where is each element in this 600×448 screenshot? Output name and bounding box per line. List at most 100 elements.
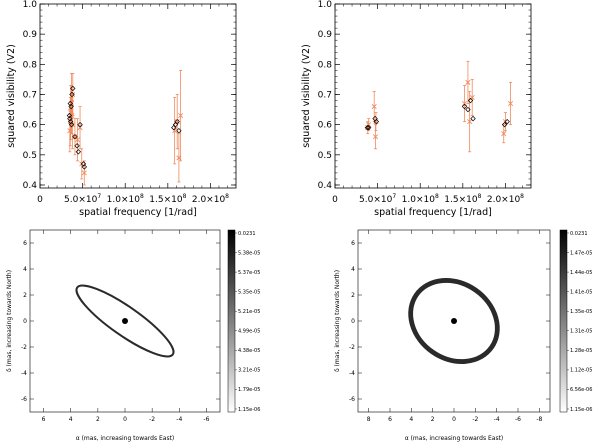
x-tick-label: 0: [37, 195, 43, 205]
y-tick-label: -2: [349, 344, 355, 351]
x-tick-label: -8: [536, 416, 542, 423]
model-diamond: [67, 115, 73, 122]
colorbar-label: 1.41e-05: [570, 289, 592, 295]
model-diamond: [373, 118, 380, 125]
model-diamond: [68, 121, 75, 128]
x-tick-label: 0: [452, 416, 456, 423]
x-tick-exponent: 7: [97, 193, 101, 200]
y-tick-label: 4: [351, 266, 355, 273]
y-tick-label: 0.8: [318, 60, 333, 70]
model-diamond: [176, 127, 182, 134]
x-tick-exponent: 8: [435, 193, 439, 200]
model-diamond: [465, 106, 471, 113]
y-tick-label: -4: [349, 370, 355, 377]
x-axis-label: spatial frequency [1/rad]: [79, 207, 197, 218]
observed-point: [77, 106, 83, 150]
x-tick-mantissa: 1.5×10: [149, 195, 183, 205]
observed-point: [178, 69, 184, 162]
y-tick-label: 0: [351, 318, 355, 325]
y-tick-label: 0.9: [318, 30, 333, 40]
colorbar-label: 0.0231: [570, 231, 588, 237]
colorbar-label: 1.79e-05: [238, 387, 260, 393]
y-tick-label: 0.4: [318, 181, 333, 191]
model-diamond: [80, 161, 87, 167]
observed-point: [372, 124, 378, 150]
x-tick-label: 6: [388, 416, 392, 423]
model-diamond: [364, 124, 371, 131]
observed-point: [81, 160, 87, 186]
model-diamond: [70, 85, 76, 92]
y-tick-label: 0.9: [23, 30, 38, 40]
disk-ring: [408, 278, 500, 364]
colorbar-label: 4.38e-05: [238, 348, 260, 354]
cross-marker: [79, 161, 85, 167]
x-axis-label: α (mas, increasing towards East): [76, 435, 175, 442]
x-tick-exponent: 8: [478, 193, 482, 200]
colorbar-label: 1.28e-05: [570, 348, 592, 354]
x-tick-exponent: 8: [140, 193, 144, 200]
colorbar-label: 1.12e-05: [570, 368, 592, 374]
model-diamond: [470, 115, 476, 122]
cross-marker: [178, 113, 184, 119]
plot-frame: [334, 3, 532, 189]
disk-ring: [75, 284, 175, 358]
cross-marker: [77, 125, 83, 131]
x-tick-mantissa: 0: [332, 195, 338, 205]
x-tick-label: 1.5×108: [149, 193, 186, 205]
image-panel-right: 8 6 4 2 0 -2 -4 -6 -8 -6 -4 -2 0 2 4 6 α (mas, increasin…: [334, 229, 592, 442]
x-tick-exponent: 8: [520, 193, 524, 200]
y-tick-label: 0.6: [318, 121, 333, 131]
y-axis-label: δ (mas, increasing towards North): [334, 270, 341, 372]
x-tick-mantissa: 2.0×10: [487, 195, 521, 205]
scatter-panel-left: 0.40.50.60.70.80.91.00 5.0×107 1.0×108 1.5×…: [6, 0, 237, 218]
y-tick-label: 2: [23, 292, 27, 299]
x-tick-mantissa: 2.0×10: [192, 195, 226, 205]
model-diamond: [68, 103, 74, 110]
x-tick-mantissa: 5.0×10: [64, 195, 98, 205]
colorbar-label: 1.44e-05: [570, 270, 592, 276]
plot-frame: [39, 3, 237, 189]
x-axis-label: spatial frequency [1/rad]: [374, 207, 492, 218]
x-axis-label: α (mas, increasing towards East): [405, 435, 504, 442]
x-tick-label: 6: [42, 416, 46, 423]
x-tick-label: 2: [96, 416, 100, 423]
observed-point: [465, 60, 471, 104]
y-tick-label: 0: [23, 318, 27, 325]
colorbar-label: 1.31e-05: [570, 329, 592, 335]
model-diamond: [67, 118, 74, 125]
y-tick-label: -6: [21, 396, 27, 403]
observed-point: [469, 79, 475, 117]
cross-marker: [372, 134, 378, 140]
cross-marker: [81, 170, 87, 176]
colorbar: [559, 229, 568, 413]
x-tick-mantissa: 0: [37, 195, 43, 205]
model-diamond: [69, 91, 75, 98]
x-tick-label: 1.0×108: [402, 193, 439, 205]
x-tick-label: 2: [431, 416, 435, 423]
model-diamond: [74, 143, 80, 149]
x-tick-label: 1.5×108: [444, 193, 481, 205]
observed-point: [501, 124, 507, 144]
x-tick-label: -2: [149, 416, 155, 423]
x-tick-mantissa: 1.5×10: [444, 195, 478, 205]
model-diamond: [461, 103, 468, 110]
y-tick-label: 0.5: [318, 151, 332, 161]
colorbar-label: 1.15e-06: [570, 407, 592, 413]
scatter-panel-right: 0.40.50.60.70.80.91.00 5.0×107 1.0×108 1.5×…: [301, 0, 532, 218]
x-tick-exponent: 8: [183, 193, 187, 200]
cross-marker: [74, 137, 81, 143]
image-panel-left: 6 4 2 0 -2 -4 -6 -6 -4 -2 0 2 4 6 α (mas, increasing t…: [6, 229, 260, 442]
y-tick-label: -4: [21, 370, 27, 377]
colorbar-label: 1.47e-05: [570, 250, 592, 256]
x-tick-label: -4: [176, 416, 182, 423]
colorbar-label: 5.35e-05: [238, 289, 260, 295]
x-tick-label: 0: [123, 416, 127, 423]
y-tick-label: 0.5: [23, 151, 37, 161]
y-axis-label: squared visibility (V2): [301, 44, 312, 148]
y-tick-label: 4: [23, 266, 27, 273]
colorbar-label: 5.38e-05: [238, 250, 260, 256]
observed-point: [172, 97, 178, 165]
model-diamond: [365, 124, 372, 131]
x-tick-label: 0: [332, 195, 338, 205]
